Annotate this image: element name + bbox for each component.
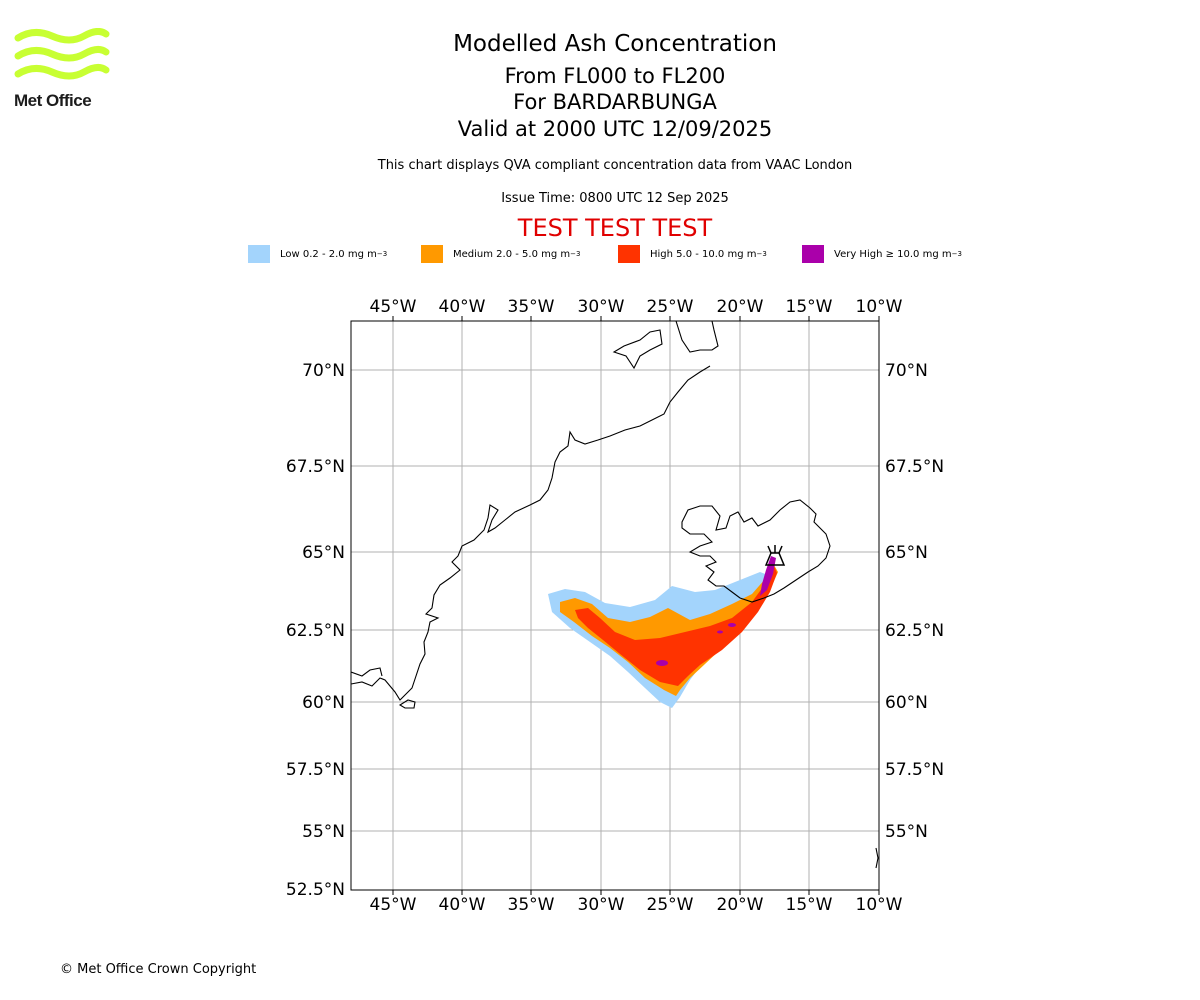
legend-swatch-low <box>248 245 270 263</box>
legend-item-very-high: Very High ≥ 10.0 mg m −3 <box>802 244 962 264</box>
lat-tick-right: 62.5°N <box>885 621 944 641</box>
ash-spot-very-high <box>717 630 723 634</box>
legend-label-low: Low 0.2 - 2.0 mg m <box>280 248 377 260</box>
ash-area-very-high <box>760 556 776 596</box>
map-frame <box>350 320 880 891</box>
tick-marks <box>392 316 880 895</box>
chart-title: Modelled Ash Concentration <box>453 31 777 57</box>
lon-tick-top: 10°W <box>856 297 903 317</box>
coastline-greenland-north <box>675 321 719 353</box>
lon-tick-top: 25°W <box>647 297 694 317</box>
ash-spot-very-high <box>728 623 736 627</box>
lon-tick-bottom: 40°W <box>439 895 486 915</box>
lat-tick-left: 60°N <box>302 693 345 713</box>
lon-tick-top: 20°W <box>717 297 764 317</box>
lon-tick-bottom: 30°W <box>578 895 625 915</box>
lat-tick-left: 57.5°N <box>286 760 345 780</box>
coastline-fragment <box>875 847 879 869</box>
lat-tick-left: 67.5°N <box>286 457 345 477</box>
lon-tick-bottom: 25°W <box>647 895 694 915</box>
chart-description: This chart displays QVA compliant concen… <box>377 158 853 173</box>
legend: Low 0.2 - 2.0 mg m −3 Medium 2.0 - 5.0 mg… <box>0 244 1200 264</box>
coastline-iceland <box>681 499 831 603</box>
coastline-greenland-small <box>398 699 416 709</box>
lon-tick-top: 40°W <box>439 297 486 317</box>
lon-tick-bottom: 10°W <box>856 895 903 915</box>
lat-tick-right: 67.5°N <box>885 457 944 477</box>
ash-area-high <box>575 566 777 686</box>
coastline-greenland-island <box>612 329 663 370</box>
legend-unit-high: −3 <box>756 250 767 258</box>
lon-tick-bottom: 15°W <box>786 895 833 915</box>
lat-tick-right: 65°N <box>885 543 928 563</box>
legend-unit-very-high: −3 <box>951 250 962 258</box>
lat-tick-left: 55°N <box>302 822 345 842</box>
lon-tick-top: 35°W <box>508 297 555 317</box>
coastlines <box>351 321 879 869</box>
lat-tick-right: 57.5°N <box>885 760 944 780</box>
valid-time: Valid at 2000 UTC 12/09/2025 <box>457 117 773 141</box>
lon-tick-top: 30°W <box>578 297 625 317</box>
legend-swatch-very-high <box>802 245 824 263</box>
legend-label-very-high: Very High ≥ 10.0 mg m <box>834 248 952 260</box>
lat-tick-left: 52.5°N <box>286 880 345 900</box>
coastline-greenland <box>351 365 711 701</box>
lon-tick-top: 15°W <box>786 297 833 317</box>
lat-tick-right: 55°N <box>885 822 928 842</box>
coastline-greenland-small <box>351 667 383 677</box>
ash-spot-very-high <box>656 660 668 666</box>
test-banner: TEST TEST TEST <box>517 214 713 242</box>
legend-unit-medium: −3 <box>570 250 581 258</box>
lon-tick-top: 45°W <box>370 297 417 317</box>
copyright: © Met Office Crown Copyright <box>60 962 257 977</box>
legend-swatch-high <box>618 245 640 263</box>
ash-area-medium <box>560 565 778 696</box>
legend-item-high: High 5.0 - 10.0 mg m −3 <box>618 244 767 264</box>
legend-unit-low: −3 <box>376 250 388 258</box>
lon-tick-bottom: 35°W <box>508 895 555 915</box>
lon-tick-bottom: 45°W <box>370 895 417 915</box>
legend-item-medium: Medium 2.0 - 5.0 mg m −3 <box>421 244 580 264</box>
lat-tick-right: 70°N <box>885 361 928 381</box>
legend-label-medium: Medium 2.0 - 5.0 mg m <box>453 248 571 260</box>
lat-tick-left: 70°N <box>302 361 345 381</box>
legend-item-low: Low 0.2 - 2.0 mg m −3 <box>248 244 387 264</box>
issue-time: Issue Time: 0800 UTC 12 Sep 2025 <box>501 191 729 206</box>
logo-text: Met Office <box>14 91 92 110</box>
lon-tick-bottom: 20°W <box>717 895 764 915</box>
lat-tick-left: 65°N <box>302 543 345 563</box>
lat-tick-right: 60°N <box>885 693 928 713</box>
flight-levels: From FL000 to FL200 <box>504 64 726 88</box>
legend-swatch-medium <box>421 245 443 263</box>
legend-label-high: High 5.0 - 10.0 mg m <box>650 248 757 260</box>
met-office-logo-icon <box>14 28 110 80</box>
volcano-name: For BARDARBUNGA <box>513 90 717 114</box>
volcano-icon <box>764 545 786 566</box>
lat-tick-left: 62.5°N <box>286 621 345 641</box>
